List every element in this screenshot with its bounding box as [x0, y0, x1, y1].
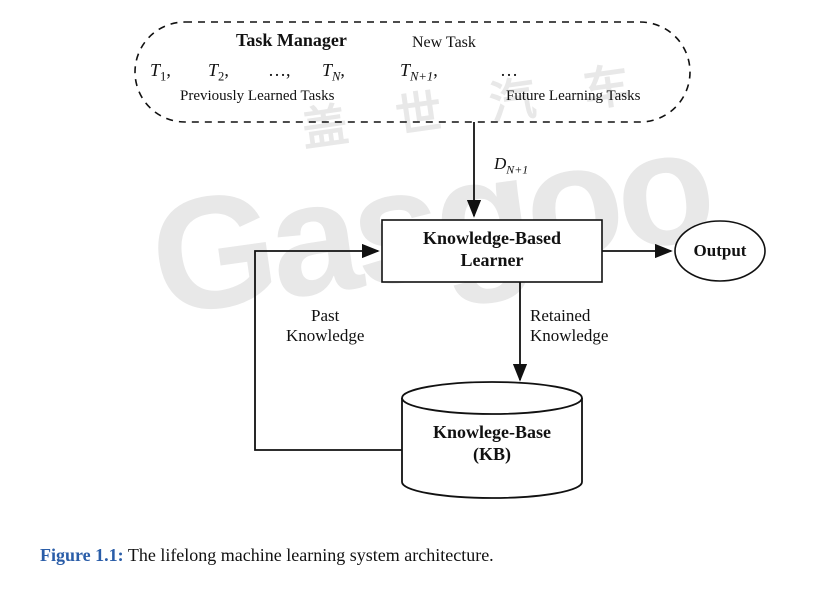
task-manager-title: Task Manager [236, 30, 347, 51]
figure-caption: Figure 1.1: The lifelong machine learnin… [40, 545, 494, 566]
kbl-box-text: Knowledge-Based Learner [382, 228, 602, 271]
kb-line2: (KB) [402, 444, 582, 466]
diagram-svg [0, 0, 834, 602]
past-line1: Past [286, 306, 364, 326]
task-token-TN: TN, [322, 60, 345, 85]
task-token-dots2: … [500, 60, 518, 81]
kb-cylinder-text: Knowlege-Base (KB) [402, 422, 582, 465]
new-task-label: New Task [412, 34, 476, 52]
diagram-canvas: Gasgoo 盖 世 汽 车 [0, 0, 834, 602]
edge-label-DNp1: DN+1 [494, 154, 528, 177]
past-knowledge-label: Past Knowledge [286, 306, 364, 347]
caption-head: Figure 1.1: [40, 545, 124, 565]
task-token-dots1: …, [268, 60, 291, 81]
past-line2: Knowledge [286, 326, 364, 346]
kbl-line1: Knowledge-Based [382, 228, 602, 250]
task-token-TNp1: TN+1, [400, 60, 438, 85]
output-text: Output [675, 241, 765, 261]
caption-body: The lifelong machine learning system arc… [124, 545, 494, 565]
task-token-T1: T1, [150, 60, 171, 85]
edge-kb-to-kbl [255, 251, 402, 450]
retained-line1: Retained [530, 306, 608, 326]
kbl-line2: Learner [382, 250, 602, 272]
future-tasks-label: Future Learning Tasks [506, 88, 640, 105]
task-token-T2: T2, [208, 60, 229, 85]
kb-line1: Knowlege-Base [402, 422, 582, 444]
retained-line2: Knowledge [530, 326, 608, 346]
prev-tasks-label: Previously Learned Tasks [180, 88, 334, 105]
retained-knowledge-label: Retained Knowledge [530, 306, 608, 347]
